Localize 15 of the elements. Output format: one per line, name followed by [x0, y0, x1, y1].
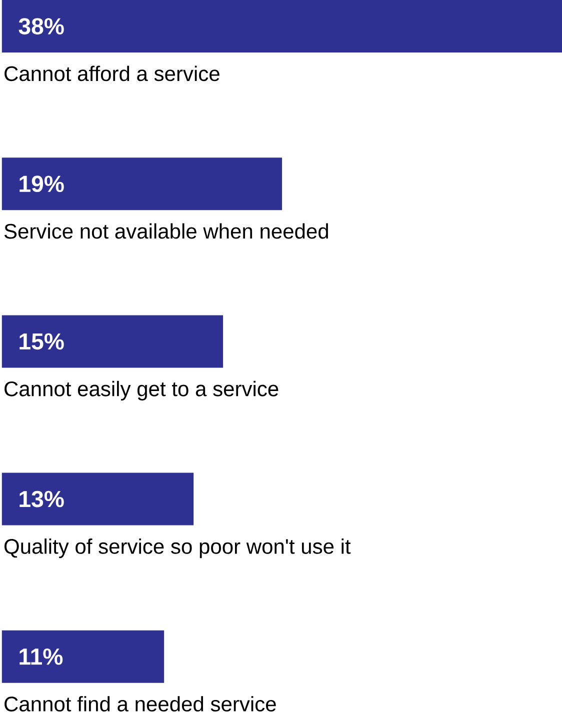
data-label: 11%: [20, 648, 63, 665]
y-tick-label: Cannot find a needed service: [4, 696, 276, 712]
y-tick-label: Cannot easily get to a service: [4, 380, 278, 400]
bar: [2, 472, 194, 526]
data-label: 19%: [20, 176, 64, 192]
y-tick-label: Quality of service so poor won't use it: [4, 538, 351, 558]
bar: [2, 158, 282, 210]
data-label: 38%: [18, 18, 64, 34]
data-label: 15%: [20, 333, 64, 350]
y-tick-label: Service not available when needed: [4, 223, 328, 239]
bar: [2, 315, 223, 368]
bar: [2, 630, 164, 683]
y-tick-label: Cannot afford a service: [4, 66, 220, 82]
bar: [2, 0, 562, 53]
data-label: 13%: [20, 490, 64, 508]
